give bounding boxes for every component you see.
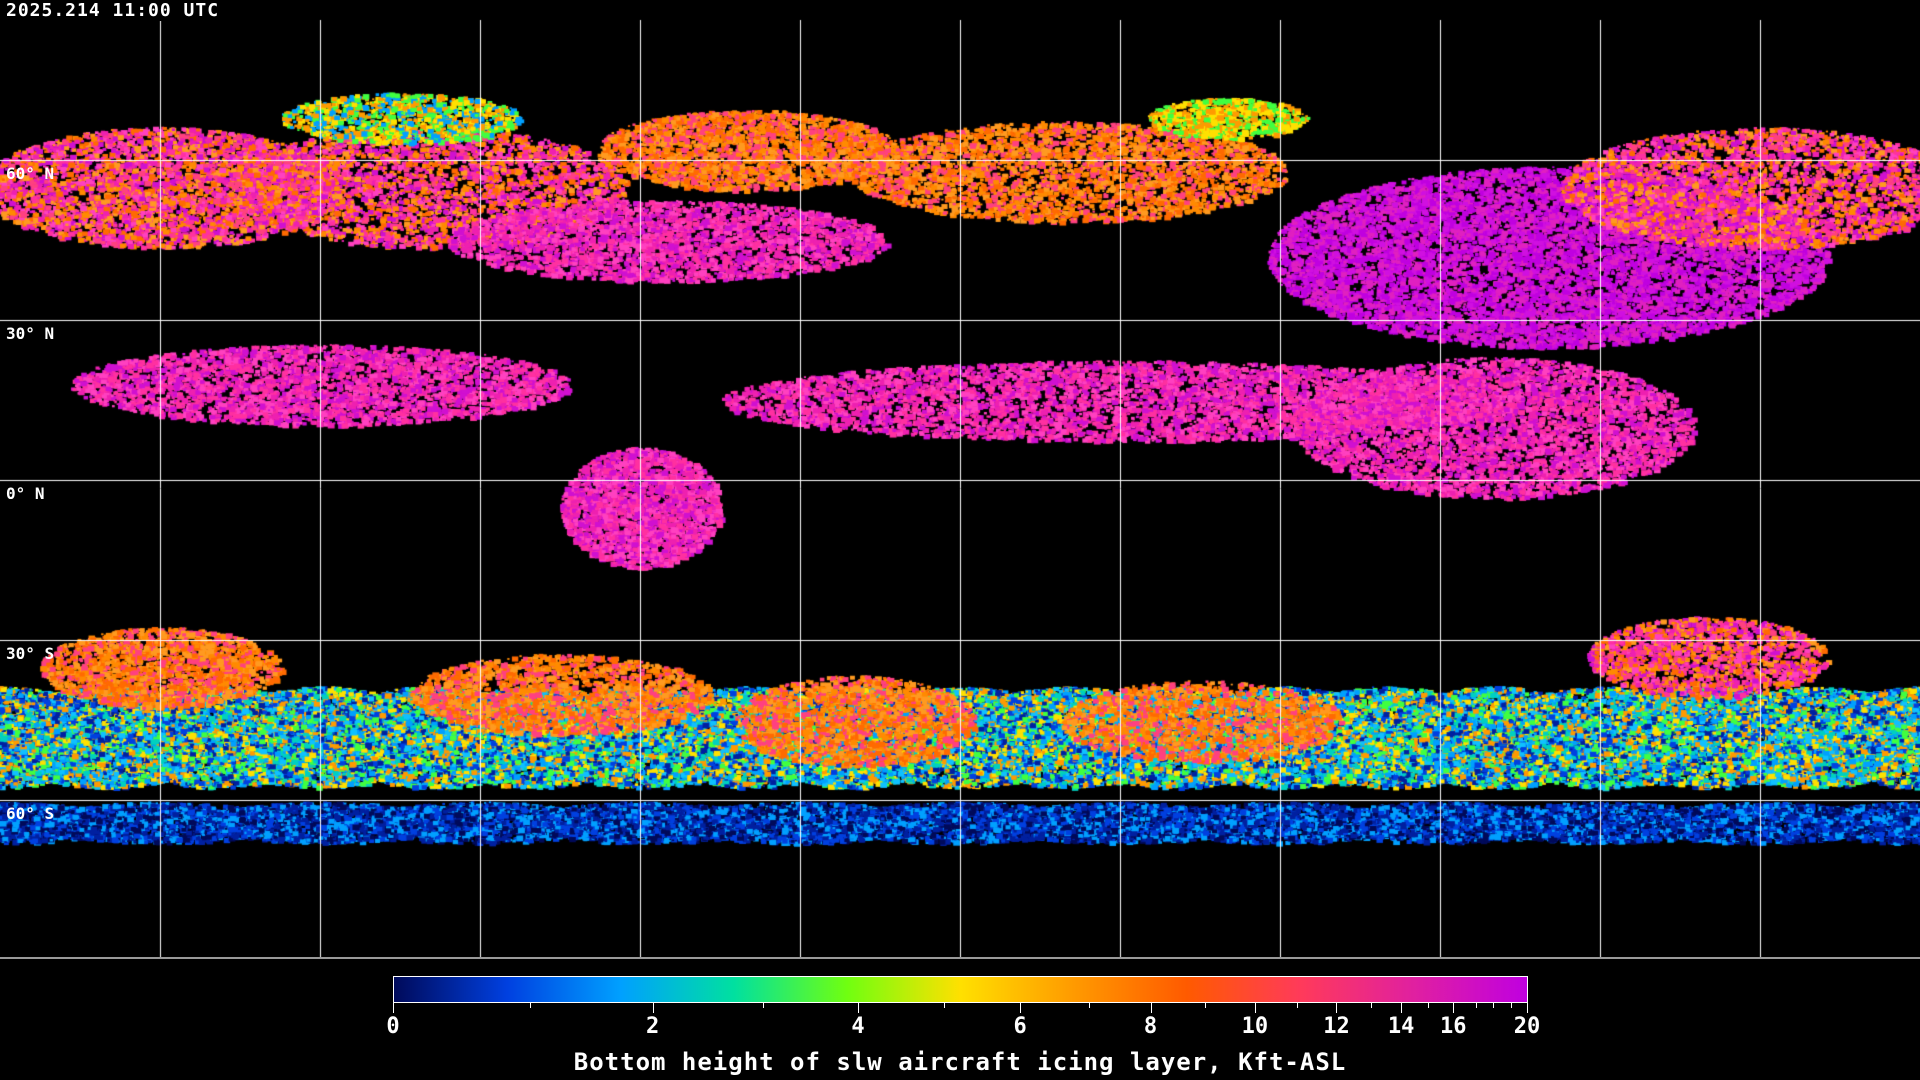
colorbar-minor-tick [1428, 1003, 1430, 1008]
colorbar-major-tick [1254, 1003, 1256, 1013]
colorbar-tick-label: 10 [1241, 1014, 1269, 1039]
colorbar-minor-tick [1475, 1003, 1477, 1008]
satellite-map [0, 0, 1920, 959]
colorbar-major-tick [857, 1003, 859, 1013]
colorbar-minor-tick [1492, 1003, 1494, 1008]
colorbar-major-tick [1150, 1003, 1152, 1013]
colorbar-tick-label: 0 [386, 1014, 400, 1039]
colorbar-tick-label: 8 [1143, 1014, 1158, 1039]
timestamp: 2025.214 11:00 UTC [4, 0, 222, 21]
lat-label-60n: 60° N [6, 164, 55, 183]
colorbar-minor-tick [1370, 1003, 1372, 1008]
colorbar-major-tick [393, 1003, 394, 1013]
colorbar-tick-label: 2 [646, 1014, 660, 1039]
colorbar-major-tick [1527, 1003, 1528, 1013]
colorbar-minor-tick [1204, 1003, 1206, 1008]
colorbar-tick-label: 20 [1513, 1014, 1541, 1039]
colorbar-minor-tick [1296, 1003, 1298, 1008]
colorbar-minor-tick [530, 1003, 532, 1008]
colorbar-tick-label: 12 [1323, 1014, 1350, 1039]
colorbar-tick-label: 14 [1387, 1014, 1415, 1039]
colorbar-title: Bottom height of slw aircraft icing laye… [573, 1048, 1347, 1076]
lat-label-30s: 30° S [6, 644, 55, 663]
colorbar [393, 976, 1528, 1003]
lat-label-30n: 30° N [6, 324, 55, 343]
colorbar-major-tick [1336, 1003, 1338, 1013]
colorbar-tick-label: 4 [851, 1014, 865, 1039]
colorbar-tick-label: 16 [1440, 1014, 1467, 1039]
colorbar-major-tick [1401, 1003, 1403, 1013]
lat-label-0n: 0° N [6, 484, 45, 503]
icing-layer-imagery [0, 0, 1920, 957]
colorbar-major-tick [1020, 1003, 1022, 1013]
colorbar-minor-tick [762, 1003, 764, 1008]
colorbar-major-tick [1453, 1003, 1455, 1013]
colorbar-major-tick [652, 1003, 654, 1013]
colorbar-minor-tick [1511, 1003, 1513, 1008]
colorbar-minor-tick [1089, 1003, 1091, 1008]
colorbar-tick-label: 6 [1013, 1014, 1027, 1039]
colorbar-minor-tick [944, 1003, 946, 1008]
lat-label-60s: 60° S [6, 804, 55, 823]
